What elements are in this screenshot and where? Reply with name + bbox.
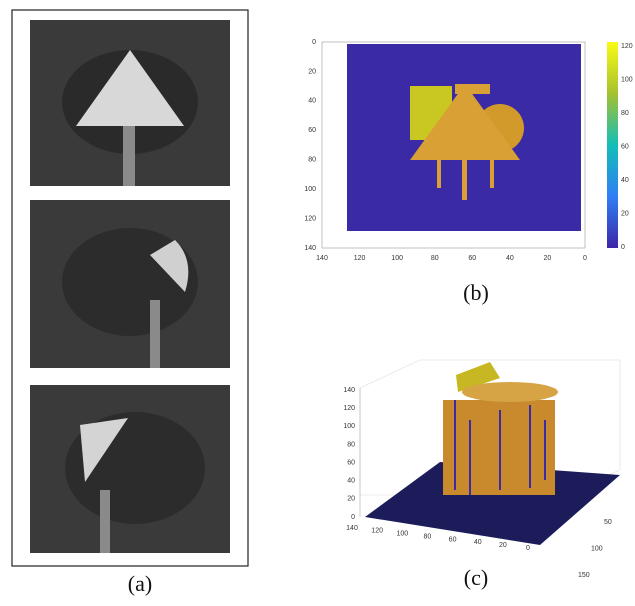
z-tick-label: 80 <box>347 441 355 448</box>
z-tick-label: 0 <box>351 514 355 521</box>
y-tick-label: 40 <box>308 98 316 105</box>
image-3 <box>30 385 230 553</box>
panel-b: (b) <box>322 42 618 305</box>
panel-label: (b) <box>463 280 489 305</box>
y-tick-label: 20 <box>308 68 316 75</box>
x-tick-label: 40 <box>506 255 514 262</box>
x-tick-label: 20 <box>544 255 552 262</box>
x-tick-label: 60 <box>468 255 476 262</box>
x-tick-label: 120 <box>371 528 383 535</box>
x-tick-label: 0 <box>526 545 530 552</box>
y-tick-label: 120 <box>304 215 316 222</box>
colorbar-tick-label: 100 <box>621 76 633 83</box>
colorbar-tick-label: 40 <box>621 177 629 184</box>
colorbar-tick-label: 120 <box>621 43 633 50</box>
y-tick-label: 100 <box>304 186 316 193</box>
x-tick-label: 120 <box>354 255 366 262</box>
image-2 <box>30 200 230 368</box>
image-1 <box>30 20 230 186</box>
z-tick-label: 40 <box>347 478 355 485</box>
panel-c: (c) <box>360 360 620 590</box>
z-tick-label: 60 <box>347 459 355 466</box>
y-tick-label: 60 <box>308 127 316 134</box>
x-tick-label: 140 <box>316 255 328 262</box>
y-tick-label: 80 <box>308 157 316 164</box>
x-tick-label: 80 <box>431 255 439 262</box>
z-tick-label: 20 <box>347 496 355 503</box>
colorbar-tick-label: 20 <box>621 210 629 217</box>
x-tick-label: 100 <box>396 531 408 538</box>
colorbar-tick-label: 80 <box>621 110 629 117</box>
x-tick-label: 20 <box>499 542 507 549</box>
panel-label: (a) <box>128 571 152 596</box>
x-tick-label: 40 <box>474 539 482 546</box>
colorbar-tick-label: 0 <box>621 244 625 251</box>
y-tick-label: 50 <box>604 519 612 526</box>
y-tick-label: 0 <box>312 39 316 46</box>
y-tick-label: 100 <box>591 545 603 552</box>
colorbar-tick-label: 60 <box>621 143 629 150</box>
colorbar <box>607 42 618 248</box>
y-tick-label: 140 <box>304 245 316 252</box>
x-tick-label: 60 <box>449 536 457 543</box>
x-tick-label: 140 <box>346 525 358 532</box>
z-tick-label: 100 <box>343 423 355 430</box>
x-tick-label: 0 <box>583 255 587 262</box>
x-tick-label: 100 <box>391 255 403 262</box>
z-tick-label: 120 <box>343 405 355 412</box>
figure: (a) (b) (c) 140 120 100 80 60 40 20 0 0 20 40 60 80 1… <box>0 0 635 601</box>
z-tick-label: 140 <box>343 387 355 394</box>
panel-a: (a) <box>12 10 248 596</box>
y-tick-label: 150 <box>578 572 590 579</box>
panel-label: (c) <box>464 565 488 590</box>
x-tick-label: 80 <box>424 533 432 540</box>
